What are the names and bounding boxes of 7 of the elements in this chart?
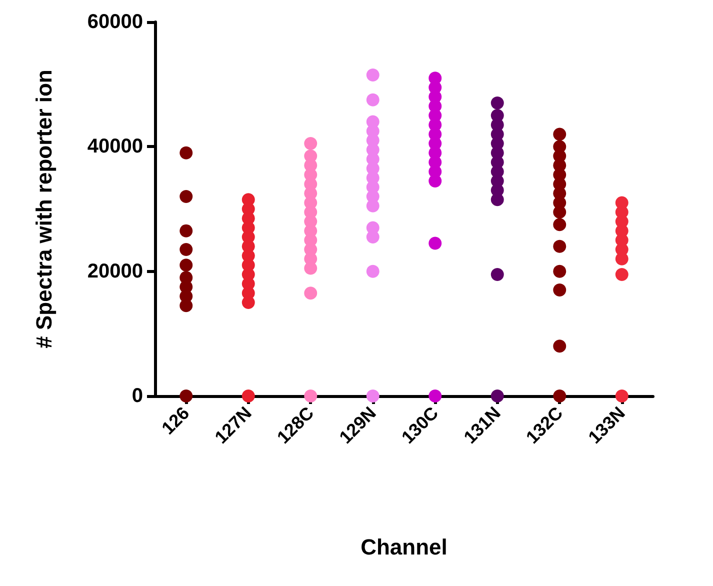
y-axis-title: # Spectra with reporter ion [32, 70, 56, 348]
x-axis-title: Channel [360, 534, 448, 560]
y-tick-label: 40000 [87, 136, 143, 158]
y-tick-label: 60000 [87, 11, 143, 33]
y-tick-label: 0 [132, 385, 143, 407]
x-tick-label: 126 [158, 402, 194, 438]
y-tick-label: 20000 [87, 260, 143, 282]
